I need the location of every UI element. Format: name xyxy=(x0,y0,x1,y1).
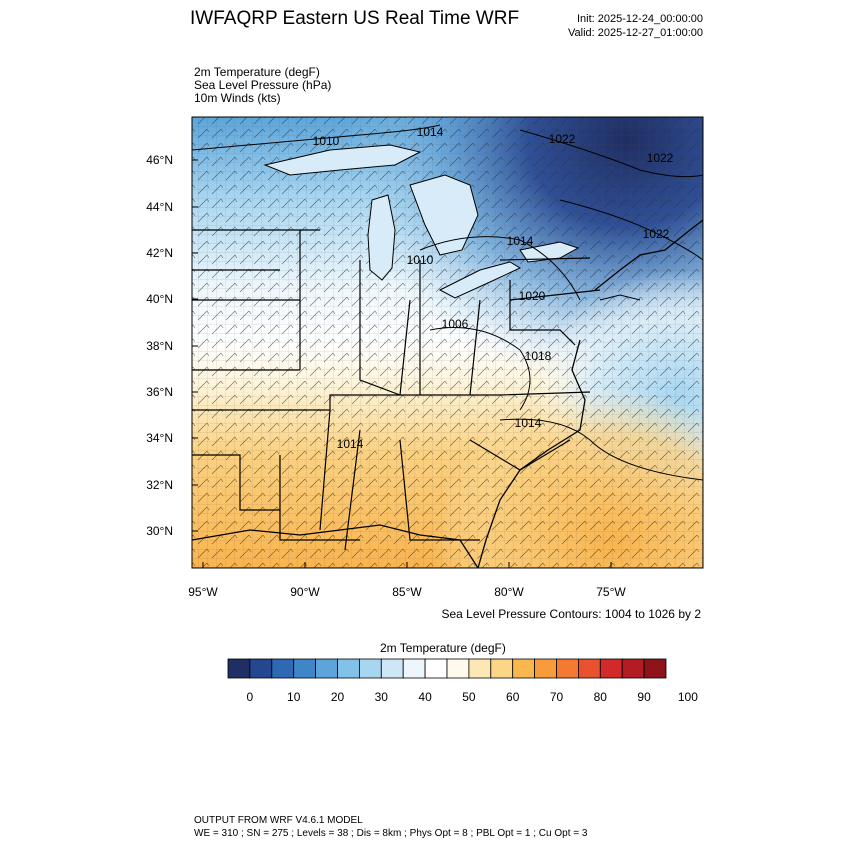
colorbar-swatch xyxy=(337,658,360,679)
field-label-pressure: Sea Level Pressure (hPa) xyxy=(194,78,332,92)
colorbar-swatch xyxy=(424,658,448,679)
lon-label: 90°W xyxy=(290,585,320,599)
lat-label: 34°N xyxy=(146,431,173,445)
colorbar-swatch xyxy=(358,658,382,679)
colorbar-label: 0 xyxy=(247,690,254,704)
longitude-axis: 95°W 90°W 85°W 80°W 75°W xyxy=(188,562,626,599)
colorbar-label: 70 xyxy=(550,690,564,704)
gulf-coastline xyxy=(192,524,479,568)
colorbar xyxy=(227,658,667,679)
colorbar-label: 50 xyxy=(462,690,476,704)
northeast-coastline xyxy=(594,219,703,291)
field-label-winds: 10m Winds (kts) xyxy=(194,91,281,105)
pressure-label: 1014 xyxy=(515,416,542,430)
pressure-label: 1014 xyxy=(507,234,534,248)
lake-superior xyxy=(263,144,422,176)
lake-michigan xyxy=(367,194,396,281)
pressure-label: 1020 xyxy=(519,289,546,303)
lat-label: 38°N xyxy=(146,339,173,353)
lat-label: 46°N xyxy=(146,153,173,167)
pressure-label: 1010 xyxy=(313,134,340,148)
colorbar-label: 10 xyxy=(287,690,301,704)
colorbar-label: 80 xyxy=(594,690,608,704)
pressure-label: 1014 xyxy=(417,125,444,139)
colorbar-swatch xyxy=(227,658,251,679)
pressure-label: 1022 xyxy=(549,132,576,146)
pressure-label: 1022 xyxy=(647,151,674,165)
colorbar-label: 20 xyxy=(331,690,345,704)
lat-label: 32°N xyxy=(146,478,173,492)
lon-label: 85°W xyxy=(392,585,422,599)
colorbar-swatch xyxy=(293,658,317,679)
lon-label: 95°W xyxy=(188,585,218,599)
colorbar-title: 2m Temperature (degF) xyxy=(380,641,506,655)
map-frame xyxy=(191,116,704,569)
init-time: Init: 2025-12-24_00:00:00 xyxy=(577,13,703,25)
colorbar-label: 100 xyxy=(678,690,698,704)
colorbar-label: 90 xyxy=(637,690,651,704)
pressure-label: 1018 xyxy=(525,349,552,363)
colorbar-labels: 0 10 20 30 40 50 60 70 80 90 100 xyxy=(247,690,699,704)
map-plot-area: 1010 1014 1022 1022 1014 1010 1020 1006 … xyxy=(192,117,703,568)
lake-erie xyxy=(438,261,522,299)
colorbar-swatch xyxy=(315,658,338,679)
colorbar-swatch xyxy=(468,658,492,679)
field-label-temperature: 2m Temperature (degF) xyxy=(194,65,320,79)
pressure-labels: 1010 1014 1022 1022 1014 1010 1020 1006 … xyxy=(313,125,674,451)
lat-label: 30°N xyxy=(146,524,173,538)
colorbar-swatch xyxy=(512,658,536,679)
long-island xyxy=(599,294,641,301)
latitude-axis: 46°N 44°N 42°N 40°N 38°N 36°N 34°N 32°N … xyxy=(146,153,198,538)
colorbar-swatch xyxy=(643,658,667,679)
contour-note: Sea Level Pressure Contours: 1004 to 102… xyxy=(441,607,702,621)
lon-label: 80°W xyxy=(494,585,524,599)
colorbar-swatch xyxy=(402,658,426,679)
lat-label: 40°N xyxy=(146,292,173,306)
valid-time: Valid: 2025-12-27_01:00:00 xyxy=(568,27,703,39)
colorbar-swatch xyxy=(380,658,404,679)
lat-label: 44°N xyxy=(146,200,173,214)
pressure-label: 1006 xyxy=(442,317,469,331)
colorbar-swatch xyxy=(249,658,273,679)
model-info: OUTPUT FROM WRF V4.6.1 MODEL xyxy=(194,815,363,826)
pressure-label: 1014 xyxy=(337,437,364,451)
isobars xyxy=(192,124,703,481)
colorbar-swatch xyxy=(621,658,645,679)
pressure-label: 1022 xyxy=(643,227,670,241)
colorbar-label: 60 xyxy=(506,690,520,704)
lat-label: 36°N xyxy=(146,385,173,399)
colorbar-swatch xyxy=(578,658,601,679)
pressure-label: 1010 xyxy=(407,253,434,267)
lon-label: 75°W xyxy=(596,585,626,599)
colorbar-swatch xyxy=(490,658,514,679)
lat-label: 42°N xyxy=(146,246,173,260)
model-config: WE = 310 ; SN = 275 ; Levels = 38 ; Dis … xyxy=(194,828,588,839)
chart-title: IWFAQRP Eastern US Real Time WRF xyxy=(190,8,520,29)
colorbar-label: 30 xyxy=(375,690,389,704)
colorbar-swatch xyxy=(534,658,557,679)
lake-huron xyxy=(409,174,479,256)
colorbar-label: 40 xyxy=(418,690,432,704)
colorbar-swatch xyxy=(556,658,579,679)
colorbar-swatch xyxy=(271,658,295,679)
atlantic-coastline xyxy=(477,339,586,568)
colorbar-swatch xyxy=(599,658,623,679)
colorbar-swatch xyxy=(446,658,470,679)
